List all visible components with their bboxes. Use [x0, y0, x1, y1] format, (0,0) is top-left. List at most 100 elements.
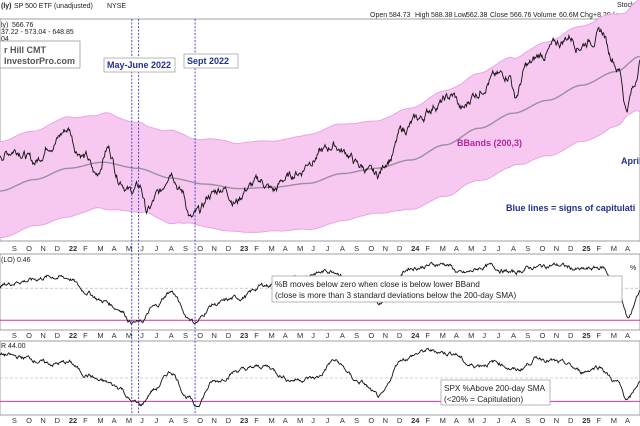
axis-tick-label: A: [511, 416, 516, 425]
axis-tick-label: A: [283, 416, 288, 425]
breadth-header: R 44.00: [1, 343, 26, 350]
axis-tick-label: M: [297, 244, 303, 253]
axis-tick-label: M: [440, 244, 446, 253]
axis-tick-label: A: [169, 416, 174, 425]
axis-tick-label: N: [211, 331, 216, 340]
axis-tick-label: O: [197, 416, 203, 425]
axis-tick-label: M: [269, 244, 275, 253]
axis-tick-label: M: [440, 416, 446, 425]
axis-tick-label: J: [482, 331, 486, 340]
axis-tick-label: A: [340, 416, 345, 425]
axis-tick-label: D: [568, 331, 574, 340]
axis-tick-label: M: [126, 244, 132, 253]
axis-tick-label: M: [297, 416, 303, 425]
axis-tick-label: D: [397, 331, 403, 340]
ohlc-volume-label: Volume: [533, 12, 556, 19]
ohlc-chg-label: Chg: [580, 12, 593, 19]
axis-tick-label: J: [326, 331, 330, 340]
axis-tick-label: O: [26, 416, 32, 425]
axis-tick-label: A: [283, 331, 288, 340]
bb-values: 37.22 - 573.04 - 648.85: [1, 29, 74, 36]
axis-tick-label: A: [625, 244, 630, 253]
axis-tick-label: F: [254, 416, 259, 425]
axis-tick-label: M: [611, 416, 617, 425]
percent-b-series-line: [0, 261, 640, 326]
axis-tick-label: A: [511, 331, 516, 340]
axis-tick-label: J: [482, 416, 486, 425]
axis-tick-label: D: [55, 416, 61, 425]
price-panel-frame: [0, 18, 640, 242]
axis-tick-label: S: [183, 331, 188, 340]
axis-tick-label: O: [197, 244, 203, 253]
axis-tick-label: S: [525, 331, 530, 340]
axis-tick-label: S: [354, 416, 359, 425]
axis-tick-label: S: [12, 416, 17, 425]
percent-b-right-label: %: [630, 265, 636, 272]
axis-tick-label: F: [597, 331, 602, 340]
axis-tick-label: D: [397, 244, 403, 253]
axis-tick-label: J: [497, 244, 501, 253]
axis-tick-label: J: [140, 416, 144, 425]
axis-tick-label: A: [169, 244, 174, 253]
axis-tick-label: 22: [69, 244, 77, 253]
brand-watermark: Stock: [617, 2, 635, 9]
axis-tick-label: N: [40, 331, 45, 340]
bollinger-lower-band: [0, 110, 640, 239]
attribution-line1: r Hill CMT: [4, 45, 47, 55]
axis-tick-label: M: [468, 416, 474, 425]
annotation-sept: Sept 2022: [183, 53, 239, 69]
axis-tick-label: A: [112, 331, 117, 340]
axis-tick-label: O: [26, 331, 32, 340]
axis-tick-label: 23: [240, 331, 248, 340]
axis-tick-label: O: [539, 244, 545, 253]
axis-tick-label: 22: [69, 331, 77, 340]
axis-tick-label: D: [226, 244, 232, 253]
axis-tick-label: 23: [240, 416, 248, 425]
axis-tick-label: S: [354, 331, 359, 340]
ohlc-close-label: Close: [490, 12, 508, 19]
axis-tick-label: 24: [411, 331, 420, 340]
axis-tick-label: D: [568, 244, 574, 253]
percent-b-panel-frame: [0, 253, 640, 331]
annotation-sept-text: Sept 2022: [187, 56, 229, 66]
axis-tick-label: S: [525, 244, 530, 253]
axis-tick-label: F: [254, 331, 259, 340]
axis-tick-label: F: [597, 244, 602, 253]
price-panel: [0, 0, 640, 239]
axis-tick-label: A: [454, 244, 459, 253]
axis-tick-label: 25: [582, 416, 590, 425]
breadth-x-axis: S O N D 22 F M A M J J A S O N D 23 F M A M J J A S O N D 24 F M A M J J A S…: [12, 416, 630, 425]
axis-tick-label: J: [497, 416, 501, 425]
chart-title: SP 500 ETF (unadjusted): [14, 3, 93, 10]
ticker-fragment: (ly): [1, 3, 12, 10]
axis-tick-label: A: [112, 244, 117, 253]
axis-tick-label: N: [554, 331, 559, 340]
attribution-box: r Hill CMT InvestorPro.com: [0, 40, 81, 69]
percent-b-header: (LO) 0.46: [1, 257, 31, 264]
axis-tick-label: D: [55, 331, 61, 340]
axis-tick-label: O: [539, 416, 545, 425]
ohlc-high: 588.38: [431, 12, 453, 19]
axis-tick-label: O: [368, 331, 374, 340]
axis-tick-label: 23: [240, 244, 248, 253]
axis-tick-label: A: [625, 331, 630, 340]
axis-tick-label: N: [211, 416, 216, 425]
axis-tick-label: S: [183, 416, 188, 425]
axis-tick-label: J: [497, 331, 501, 340]
axis-tick-label: S: [12, 244, 17, 253]
axis-tick-label: M: [97, 244, 103, 253]
breadth-series-line: [0, 347, 640, 408]
percent-b-note-line2: (close is more than 3 standard deviation…: [275, 291, 516, 300]
breadth-panel-frame: [0, 340, 640, 416]
axis-tick-label: 24: [411, 244, 420, 253]
axis-tick-label: O: [539, 331, 545, 340]
axis-tick-label: F: [83, 244, 88, 253]
axis-tick-label: N: [554, 244, 559, 253]
axis-tick-label: M: [611, 244, 617, 253]
axis-tick-label: M: [440, 331, 446, 340]
axis-tick-label: A: [340, 331, 345, 340]
axis-tick-label: D: [55, 244, 61, 253]
last-price: 566.76: [12, 22, 34, 29]
axis-tick-label: M: [269, 416, 275, 425]
sma-200-line: [0, 55, 640, 192]
